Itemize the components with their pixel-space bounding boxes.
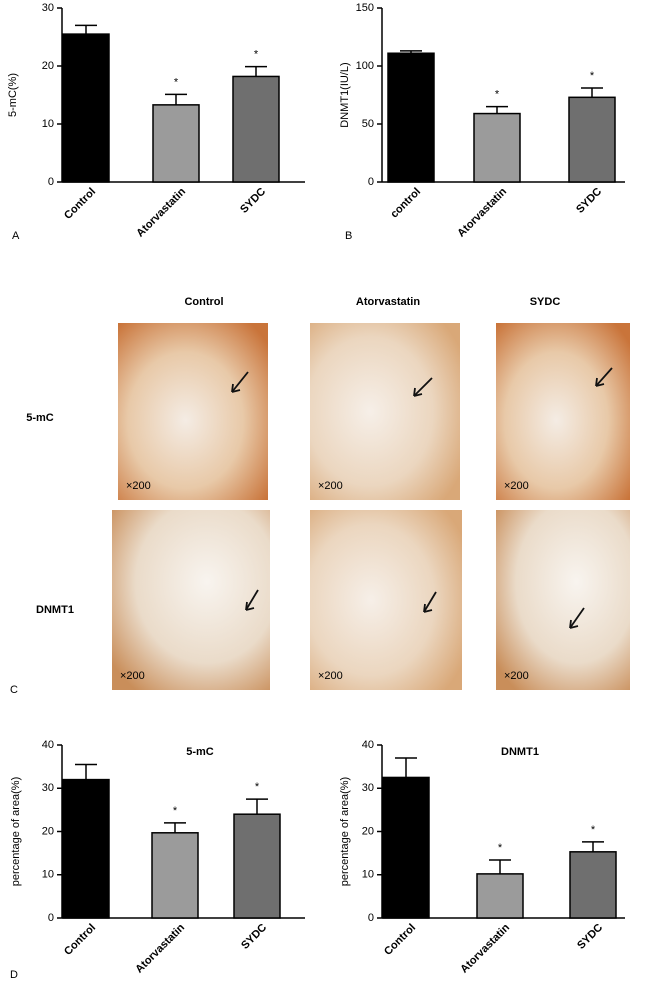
significance-marker: * <box>255 781 260 793</box>
y-tick-label: 30 <box>42 782 54 794</box>
magnification: ×200 <box>504 480 529 492</box>
significance-marker: * <box>495 89 500 101</box>
x-tick-label: control <box>388 186 423 221</box>
x-tick-label: Atorvastatin <box>134 185 188 239</box>
x-tick-label: SYDC <box>574 186 604 216</box>
y-axis-label: DNMT1(IU/L) <box>339 62 351 127</box>
y-tick-label: 10 <box>362 869 374 881</box>
y-axis-label: percentage of area(%) <box>10 777 22 886</box>
bar <box>476 873 524 919</box>
arrow-head <box>231 383 241 393</box>
panel-letter: C <box>10 684 18 696</box>
column-header: SYDC <box>530 296 561 308</box>
y-tick-label: 50 <box>362 118 374 130</box>
arrow-head <box>423 603 433 613</box>
x-tick-label: Atorvastatin <box>133 921 187 975</box>
x-tick-label: SYDC <box>238 186 268 216</box>
chart-title: 5-mC <box>186 746 214 758</box>
x-tick-label: Control <box>62 922 98 958</box>
y-tick-label: 20 <box>42 825 54 837</box>
chart-title: DNMT1 <box>501 746 539 758</box>
bar <box>568 96 616 183</box>
arrow-head <box>245 601 255 611</box>
significance-marker: * <box>591 824 596 836</box>
bar <box>387 52 435 183</box>
y-tick-label: 100 <box>356 60 374 72</box>
y-tick-label: 0 <box>368 912 374 924</box>
micrograph <box>496 323 630 500</box>
arrow <box>413 377 433 397</box>
x-tick-label: Control <box>382 922 418 958</box>
y-tick-label: 30 <box>362 782 374 794</box>
bar <box>569 851 617 919</box>
row-header: 5-mC <box>26 412 54 424</box>
y-tick-label: 20 <box>362 825 374 837</box>
magnification: ×200 <box>126 480 151 492</box>
x-tick-label: Control <box>62 186 98 222</box>
x-tick-label: SYDC <box>239 922 269 952</box>
significance-marker: * <box>254 48 259 60</box>
arrow <box>245 589 259 611</box>
y-tick-label: 20 <box>42 60 54 72</box>
arrow-head <box>569 619 579 629</box>
x-tick-label: SYDC <box>575 922 605 952</box>
row-header: DNMT1 <box>36 604 74 616</box>
x-tick-label: Atorvastatin <box>455 185 509 239</box>
x-tick-label: Atorvastatin <box>458 921 512 975</box>
magnification: ×200 <box>504 670 529 682</box>
y-tick-label: 0 <box>48 912 54 924</box>
bar <box>382 776 430 919</box>
column-header: Atorvastatin <box>356 296 420 308</box>
bar <box>232 75 280 183</box>
significance-marker: * <box>590 70 595 82</box>
magnification: ×200 <box>318 480 343 492</box>
bar <box>473 112 521 183</box>
panel-letter: D <box>10 969 18 981</box>
y-tick-label: 30 <box>42 2 54 14</box>
y-axis-label: percentage of area(%) <box>339 777 351 886</box>
magnification: ×200 <box>120 670 145 682</box>
y-tick-label: 10 <box>42 869 54 881</box>
micrograph <box>496 510 630 690</box>
micrograph <box>310 323 460 500</box>
arrow <box>231 371 249 393</box>
arrow <box>423 591 437 613</box>
bar <box>233 813 281 919</box>
significance-marker: * <box>174 76 179 88</box>
y-axis-label: 5-mC(%) <box>7 73 19 117</box>
bar <box>152 104 200 183</box>
bar <box>151 832 199 919</box>
y-tick-label: 40 <box>42 739 54 751</box>
micrograph <box>118 323 268 500</box>
arrow-head <box>595 377 605 387</box>
micrograph <box>310 510 462 690</box>
magnification: ×200 <box>318 670 343 682</box>
column-header: Control <box>184 296 223 308</box>
arrow <box>595 367 613 387</box>
panel-letter: A <box>12 230 20 242</box>
y-tick-label: 0 <box>368 176 374 188</box>
significance-marker: * <box>498 842 503 854</box>
micrograph <box>112 510 270 690</box>
significance-marker: * <box>173 805 178 817</box>
bar <box>62 33 110 183</box>
y-tick-label: 0 <box>48 176 54 188</box>
arrow <box>569 607 585 629</box>
bar <box>62 778 110 919</box>
arrow-head <box>413 387 423 397</box>
y-tick-label: 10 <box>42 118 54 130</box>
y-tick-label: 150 <box>356 2 374 14</box>
y-tick-label: 40 <box>362 739 374 751</box>
panel-letter: B <box>345 230 352 242</box>
